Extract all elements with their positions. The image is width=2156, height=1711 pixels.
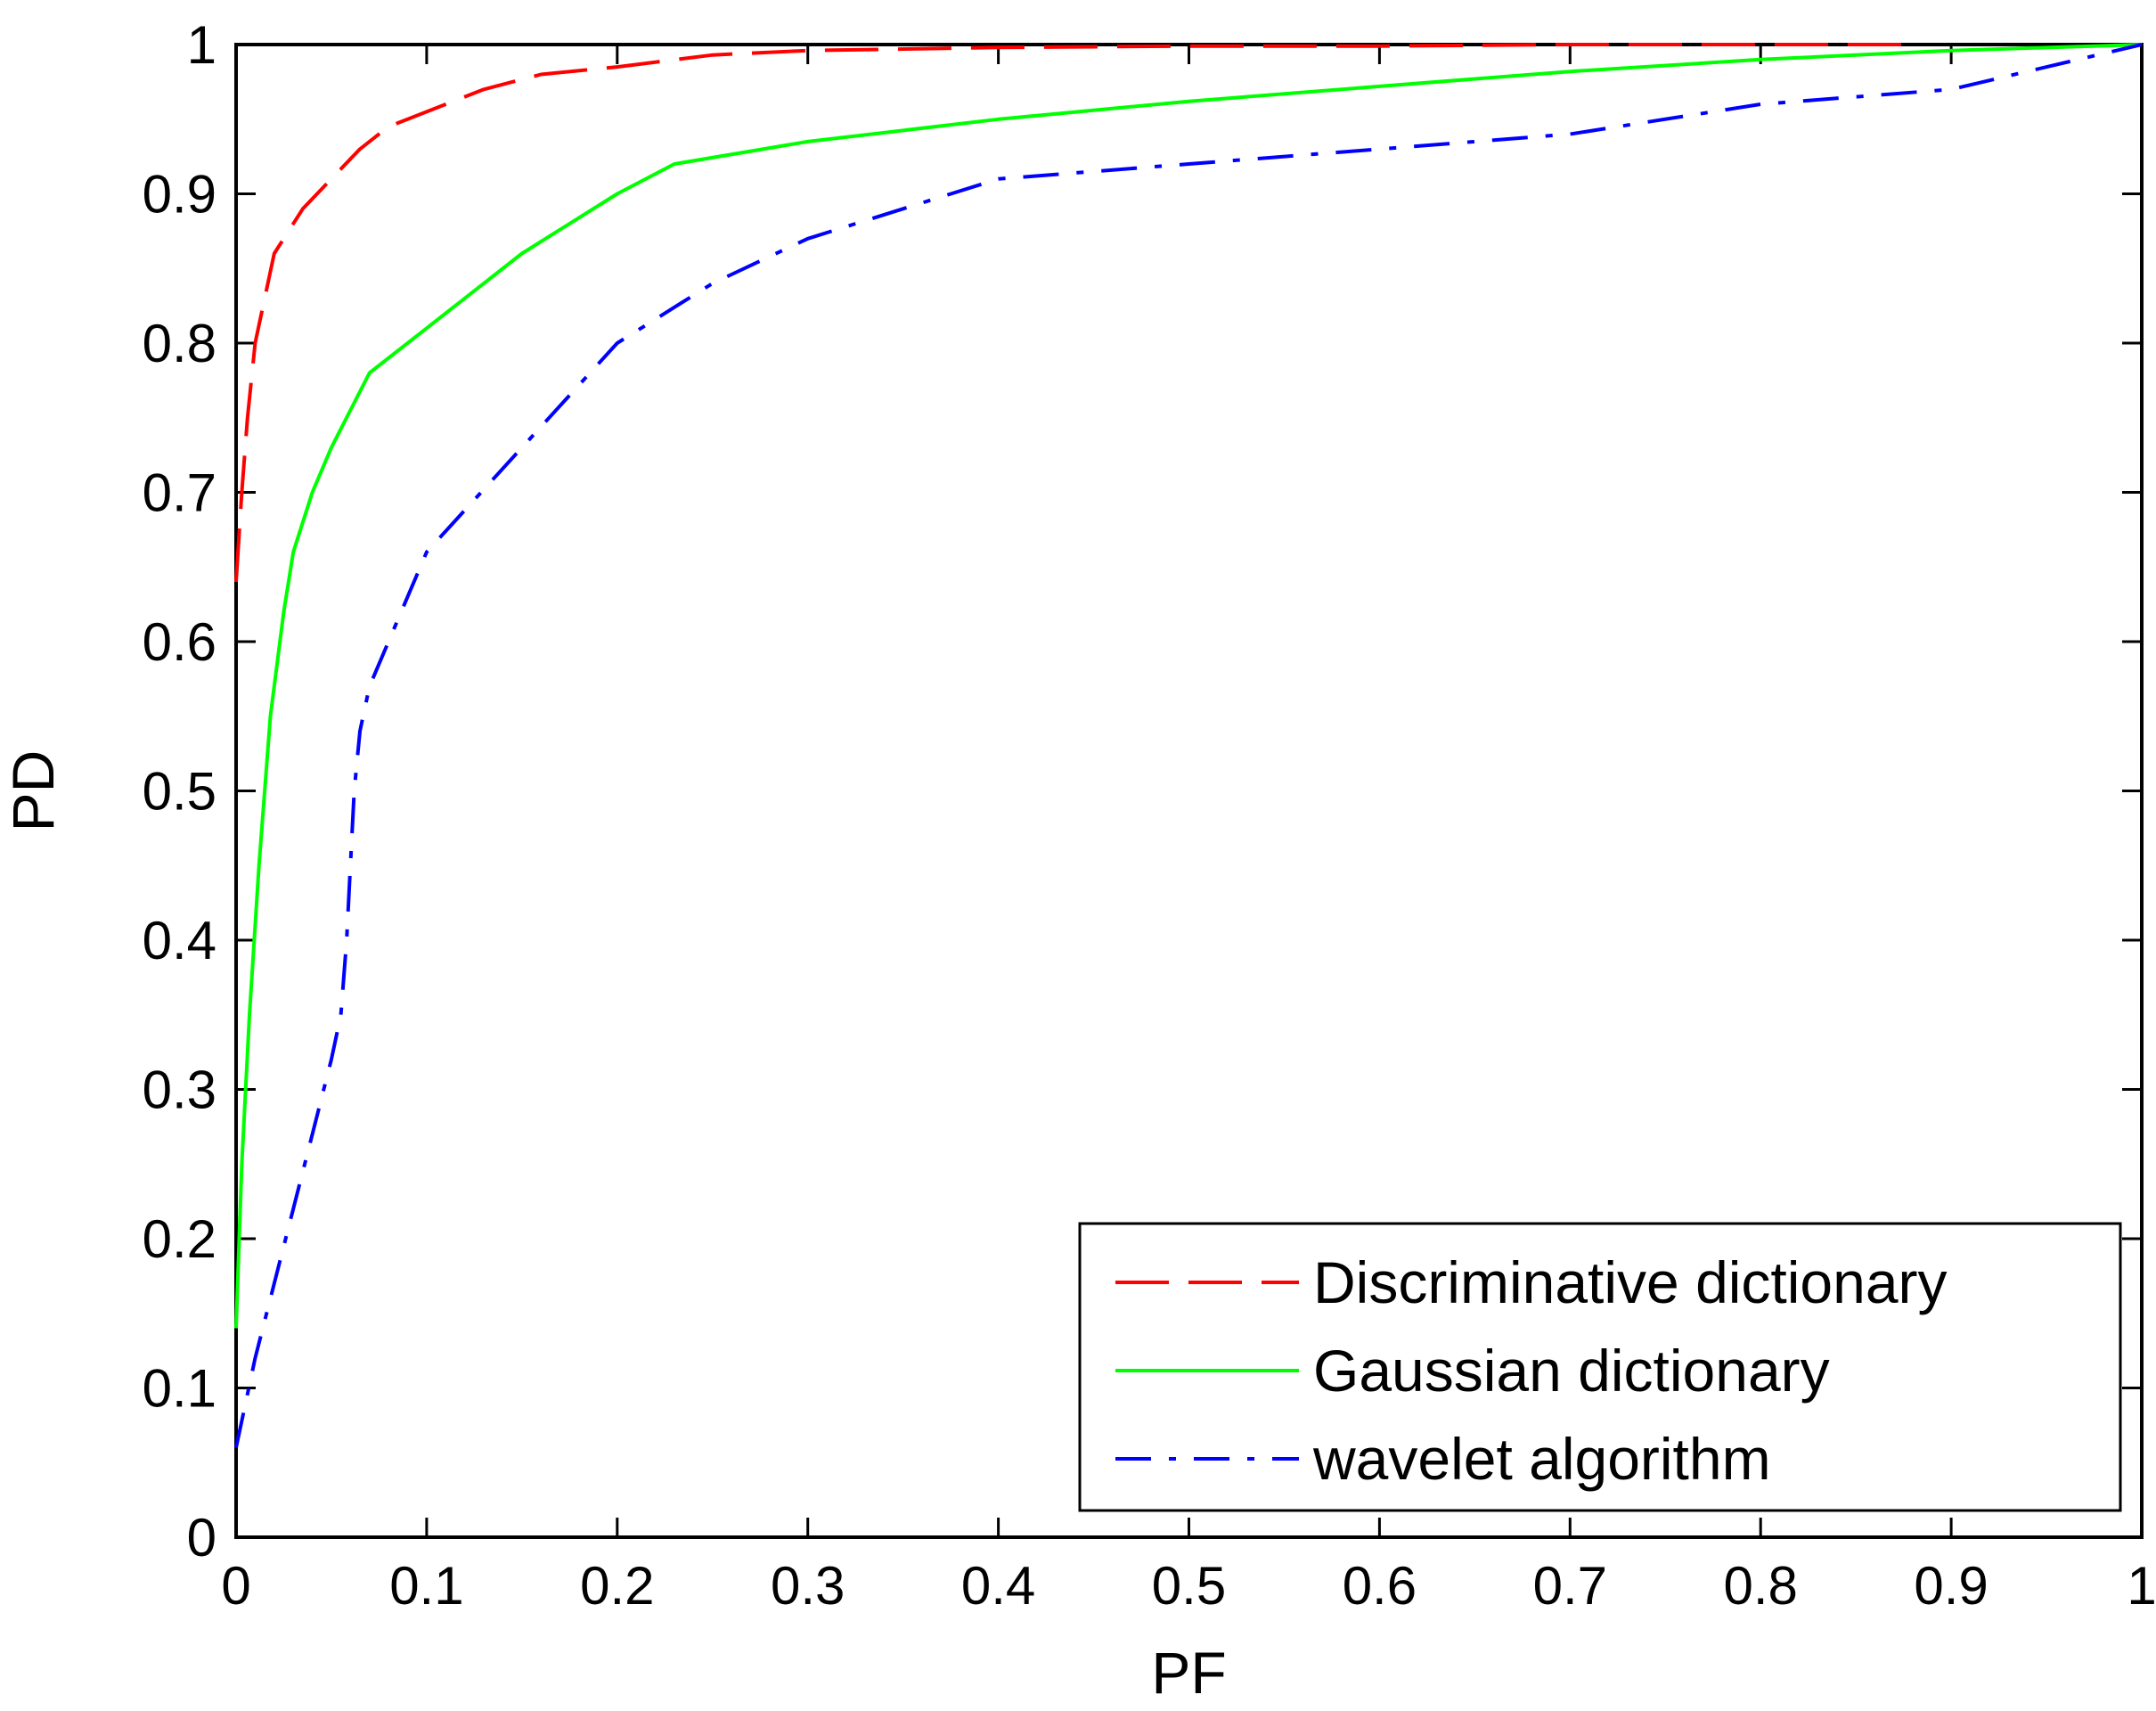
y-tick-label: 1 (187, 15, 216, 75)
legend-box (1078, 1222, 2122, 1512)
y-tick-label: 0.4 (143, 911, 216, 970)
x-tick-label: 0.6 (1343, 1556, 1417, 1616)
plot-area (234, 43, 2144, 1539)
legend: Discriminative dictionary Gaussian dictio… (1078, 1222, 2122, 1512)
x-axis-title: PF (1151, 1640, 1226, 1706)
legend-label-1: Discriminative dictionary (1313, 1249, 1948, 1315)
x-tick-label: 0.3 (771, 1556, 845, 1616)
x-tick-label: 0.2 (580, 1556, 654, 1616)
x-tick-label: 0.9 (1914, 1556, 1988, 1616)
y-tick-label: 0.6 (143, 612, 216, 672)
series-line-3 (234, 43, 2143, 1448)
y-tick-label: 0.2 (143, 1209, 216, 1269)
y-tick-label: 0 (187, 1508, 216, 1568)
y-tick-label: 0.1 (143, 1359, 216, 1419)
y-axis-title: PD (0, 750, 66, 832)
x-tick-label: 0.7 (1533, 1556, 1607, 1616)
series-line-2 (234, 43, 2143, 1329)
legend-label-3: wavelet algorithm (1312, 1426, 1771, 1492)
tick-labels: 0 0.1 0.2 0.3 0.4 0.5 0.6 0.7 0.8 0.9 1 0 0.1 0.2 0.3 0… (143, 15, 2156, 1616)
x-tick-label: 0.8 (1723, 1556, 1797, 1616)
y-tick-label: 0.5 (143, 762, 216, 822)
y-tick-label: 0.3 (143, 1060, 216, 1120)
y-tick-label: 0.9 (143, 165, 216, 225)
x-tick-label: 0.4 (961, 1556, 1035, 1616)
axis-ticks (234, 43, 2144, 1539)
y-tick-label: 0.8 (143, 314, 216, 373)
series-lines (234, 43, 2143, 1448)
x-tick-label: 0 (221, 1556, 250, 1616)
x-tick-label: 0.5 (1152, 1556, 1226, 1616)
series-line-1 (234, 43, 1914, 583)
y-tick-label: 0.7 (143, 463, 216, 523)
x-tick-label: 1 (2127, 1556, 2156, 1616)
x-tick-label: 0.1 (389, 1556, 463, 1616)
legend-label-2: Gaussian dictionary (1313, 1338, 1830, 1404)
